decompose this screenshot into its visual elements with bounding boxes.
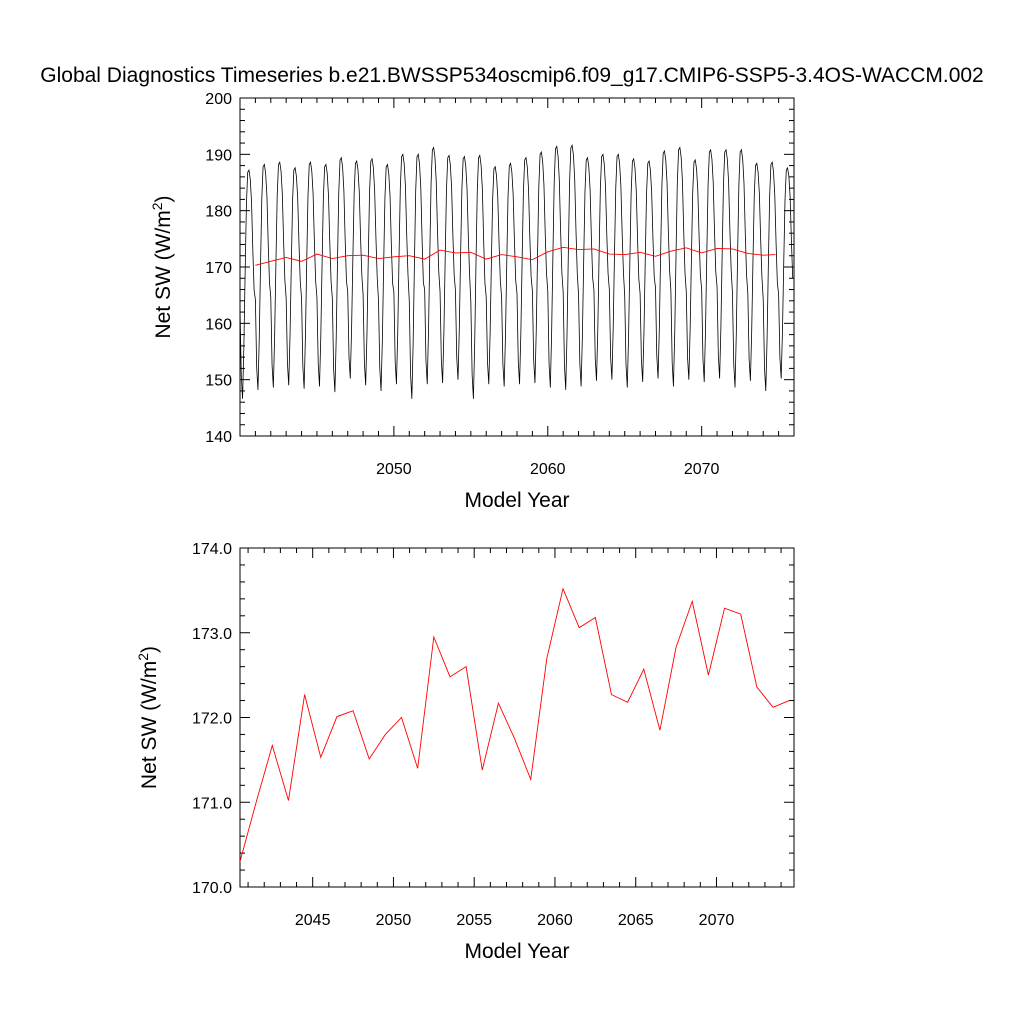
x-tick-label: 2060 [530, 461, 566, 478]
bottom-panel: 170.0 171.0 172.0 173.0 174.0 2045 2050 2055 206… [135, 541, 795, 963]
x-tick-label: 2065 [618, 912, 654, 929]
plot-area [240, 587, 790, 862]
annual-mean-series-line [240, 587, 790, 862]
y-tick-label: 180 [205, 204, 232, 221]
y-axis-label: Net SW (W/m2) [149, 195, 175, 338]
x-tick-label: 2050 [376, 912, 412, 929]
x-tick-label: 2070 [699, 912, 735, 929]
annual-mean-series-line [255, 246, 776, 266]
y-tick-label: 172.0 [192, 711, 232, 728]
x-tick-label: 2045 [295, 912, 331, 929]
y-axis-label-main: Net SW (W/m [152, 210, 175, 338]
x-tick-label: 2050 [376, 461, 412, 478]
y-axis-label: Net SW (W/m2) [135, 646, 161, 789]
x-tick-label: 2055 [456, 912, 492, 929]
y-axis-label-superscript: 2 [135, 653, 151, 661]
y-tick-label: 160 [205, 316, 232, 333]
y-tick-label: 174.0 [192, 541, 232, 558]
y-tick-label: 173.0 [192, 626, 232, 643]
monthly-series-line [240, 144, 794, 399]
y-tick-label: 171.0 [192, 795, 232, 812]
y-axis-label-end: ) [138, 646, 161, 653]
figure-title: Global Diagnostics Timeseries b.e21.BWSS… [40, 64, 983, 87]
x-tick-label: 2070 [684, 461, 720, 478]
plot-area [240, 144, 794, 399]
x-tick-label: 2060 [537, 912, 573, 929]
y-tick-label: 140 [205, 429, 232, 446]
y-axis-label-end: ) [152, 195, 175, 202]
y-axis-label-main: Net SW (W/m [138, 661, 161, 789]
y-tick-label: 190 [205, 147, 232, 164]
y-axis-label-superscript: 2 [149, 202, 165, 210]
x-axis-label: Model Year [464, 489, 569, 512]
x-axis-label: Model Year [464, 940, 569, 963]
top-panel: 140 150 160 170 180 190 200 2050 2060 2070 Model Y… [149, 91, 795, 512]
y-tick-label: 150 [205, 373, 232, 390]
y-tick-label: 170.0 [192, 880, 232, 897]
y-tick-label: 200 [205, 91, 232, 108]
y-tick-label: 170 [205, 260, 232, 277]
